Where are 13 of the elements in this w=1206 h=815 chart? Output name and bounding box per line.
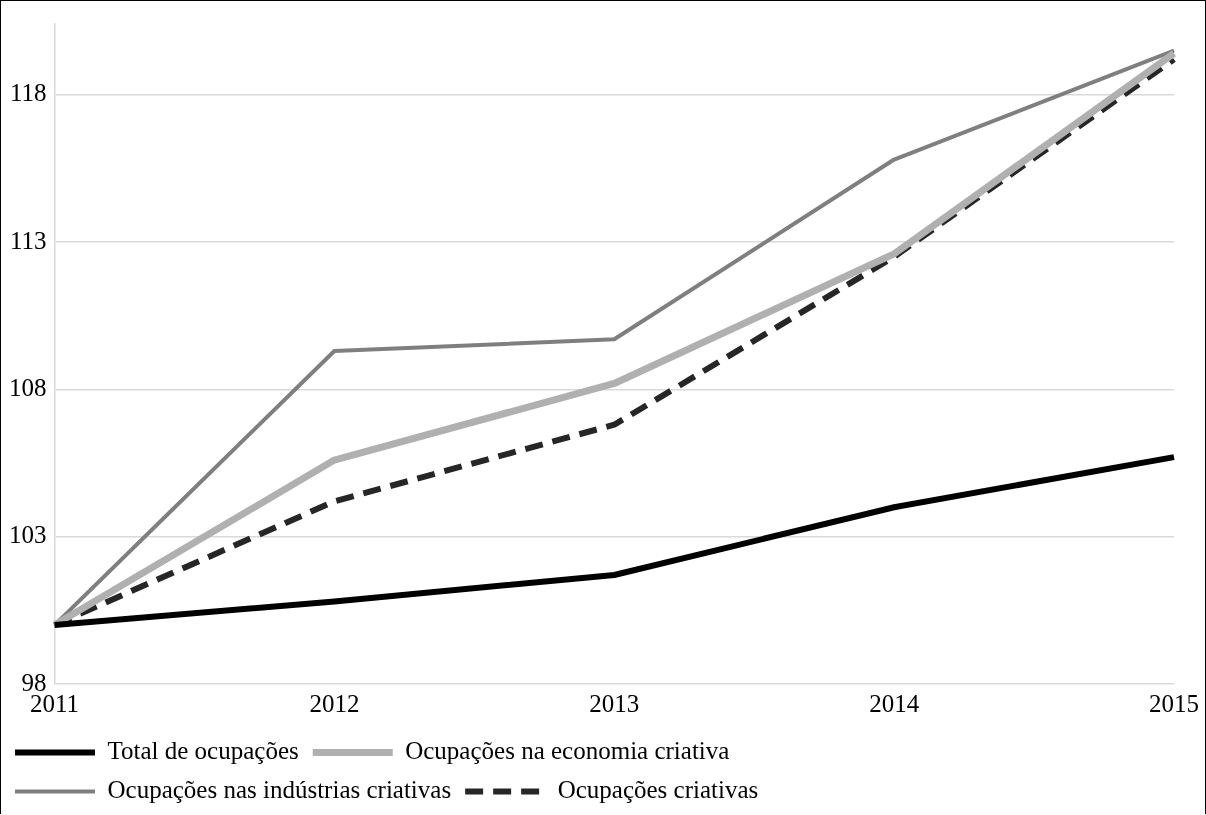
x-tick-label: 2013: [589, 689, 640, 717]
y-tick-label: 103: [9, 521, 47, 549]
x-tick-label: 2015: [1149, 689, 1199, 717]
y-tick-label: 113: [9, 226, 47, 254]
legend-label: Ocupações na economia criativa: [405, 737, 730, 765]
legend-label: Total de ocupações: [107, 737, 299, 765]
y-tick-label: 118: [9, 79, 47, 107]
legend-label: Ocupações nas indústrias criativas: [107, 776, 452, 804]
x-tick-label: 2014: [869, 689, 920, 717]
legend-label: Ocupações criativas: [557, 776, 759, 804]
x-tick-label: 2012: [309, 689, 360, 717]
y-tick-label: 98: [21, 668, 47, 696]
y-tick-label: 108: [9, 373, 47, 401]
